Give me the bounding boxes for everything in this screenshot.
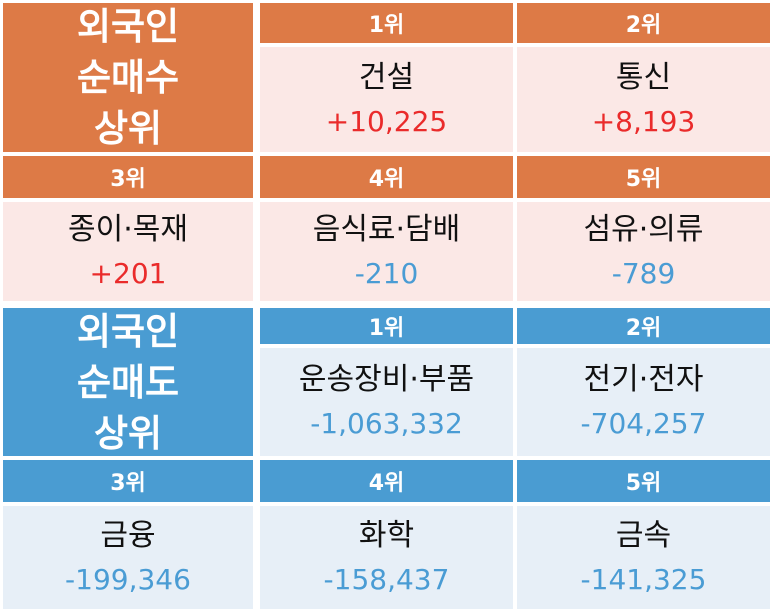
rank-header: 2위	[517, 3, 770, 43]
rank-header: 5위	[517, 460, 770, 502]
rank-header: 2위	[517, 308, 770, 344]
rank-header: 4위	[260, 460, 513, 502]
net-sell-rank-3-cell: 3위 금융 -199,346	[3, 460, 253, 609]
net-buy-title-line: 순매수	[76, 56, 180, 99]
net-sell-title: 외국인 순매도 상위	[3, 308, 253, 456]
rank-body: 화학 -158,437	[260, 506, 513, 609]
sector-name: 금융	[100, 517, 156, 553]
sector-name: 건설	[358, 59, 415, 95]
net-buy-title: 외국인 순매수 상위	[3, 3, 253, 152]
rank-body: 금융 -199,346	[3, 506, 253, 609]
net-buy-section: 외국인 순매수 상위 1위 건설 +10,225 2위 통신 +8,193 3위…	[3, 3, 770, 301]
net-sell-title-line: 상위	[93, 411, 163, 455]
net-buy-rank-5-cell: 5위 섬유·의류 -789	[517, 156, 770, 301]
rank-body: 섬유·의류 -789	[517, 202, 770, 301]
net-buy-title-line: 외국인	[76, 5, 180, 48]
sector-name: 금속	[615, 517, 672, 553]
sector-name: 종이·목재	[68, 211, 188, 247]
net-buy-rank-4-cell: 4위 음식료·담배 -210	[260, 156, 513, 301]
rank-header: 3위	[3, 460, 253, 502]
net-sell-section: 외국인 순매도 상위 1위 운송장비·부품 -1,063,332 2위 전기·전…	[3, 308, 770, 609]
sector-name: 운송장비·부품	[298, 362, 475, 397]
net-buy-rank-2-cell: 2위 통신 +8,193	[517, 3, 770, 152]
net-value: -141,325	[580, 562, 707, 596]
net-value: -199,346	[65, 562, 191, 596]
rank-header: 3위	[3, 156, 253, 198]
net-sell-title-line: 외국인	[76, 309, 180, 353]
sector-name: 전기·전자	[583, 362, 704, 397]
net-value: -1,063,332	[310, 407, 463, 440]
rank-body: 통신 +8,193	[517, 47, 770, 152]
net-value: -704,257	[580, 407, 707, 440]
rank-body: 금속 -141,325	[517, 506, 770, 609]
net-buy-title-line: 상위	[93, 107, 163, 150]
net-value: -210	[354, 256, 419, 290]
net-value: +201	[89, 256, 167, 290]
net-sell-rank-4-cell: 4위 화학 -158,437	[260, 460, 513, 609]
net-value: -789	[611, 256, 676, 290]
rank-body: 전기·전자 -704,257	[517, 348, 770, 456]
net-sell-rank-5-cell: 5위 금속 -141,325	[517, 460, 770, 609]
rank-header: 4위	[260, 156, 513, 198]
net-value: +10,225	[325, 104, 448, 138]
rank-body: 음식료·담배 -210	[260, 202, 513, 301]
rank-body: 건설 +10,225	[260, 47, 513, 152]
rank-body: 운송장비·부품 -1,063,332	[260, 348, 513, 456]
rank-header: 5위	[517, 156, 770, 198]
net-sell-title-line: 순매도	[76, 360, 180, 404]
rank-body: 종이·목재 +201	[3, 202, 253, 301]
sector-name: 화학	[358, 517, 415, 553]
rank-header: 1위	[260, 3, 513, 43]
sector-name: 통신	[615, 59, 672, 95]
net-buy-rank-3-cell: 3위 종이·목재 +201	[3, 156, 253, 301]
rank-header: 1위	[260, 308, 513, 344]
net-sell-rank-1-cell: 1위 운송장비·부품 -1,063,332	[260, 308, 513, 456]
sector-name: 섬유·의류	[583, 211, 704, 247]
net-value: +8,193	[591, 104, 696, 138]
net-buy-rank-1-cell: 1위 건설 +10,225	[260, 3, 513, 152]
sector-name: 음식료·담배	[312, 211, 461, 247]
net-sell-rank-2-cell: 2위 전기·전자 -704,257	[517, 308, 770, 456]
net-value: -158,437	[323, 562, 450, 596]
